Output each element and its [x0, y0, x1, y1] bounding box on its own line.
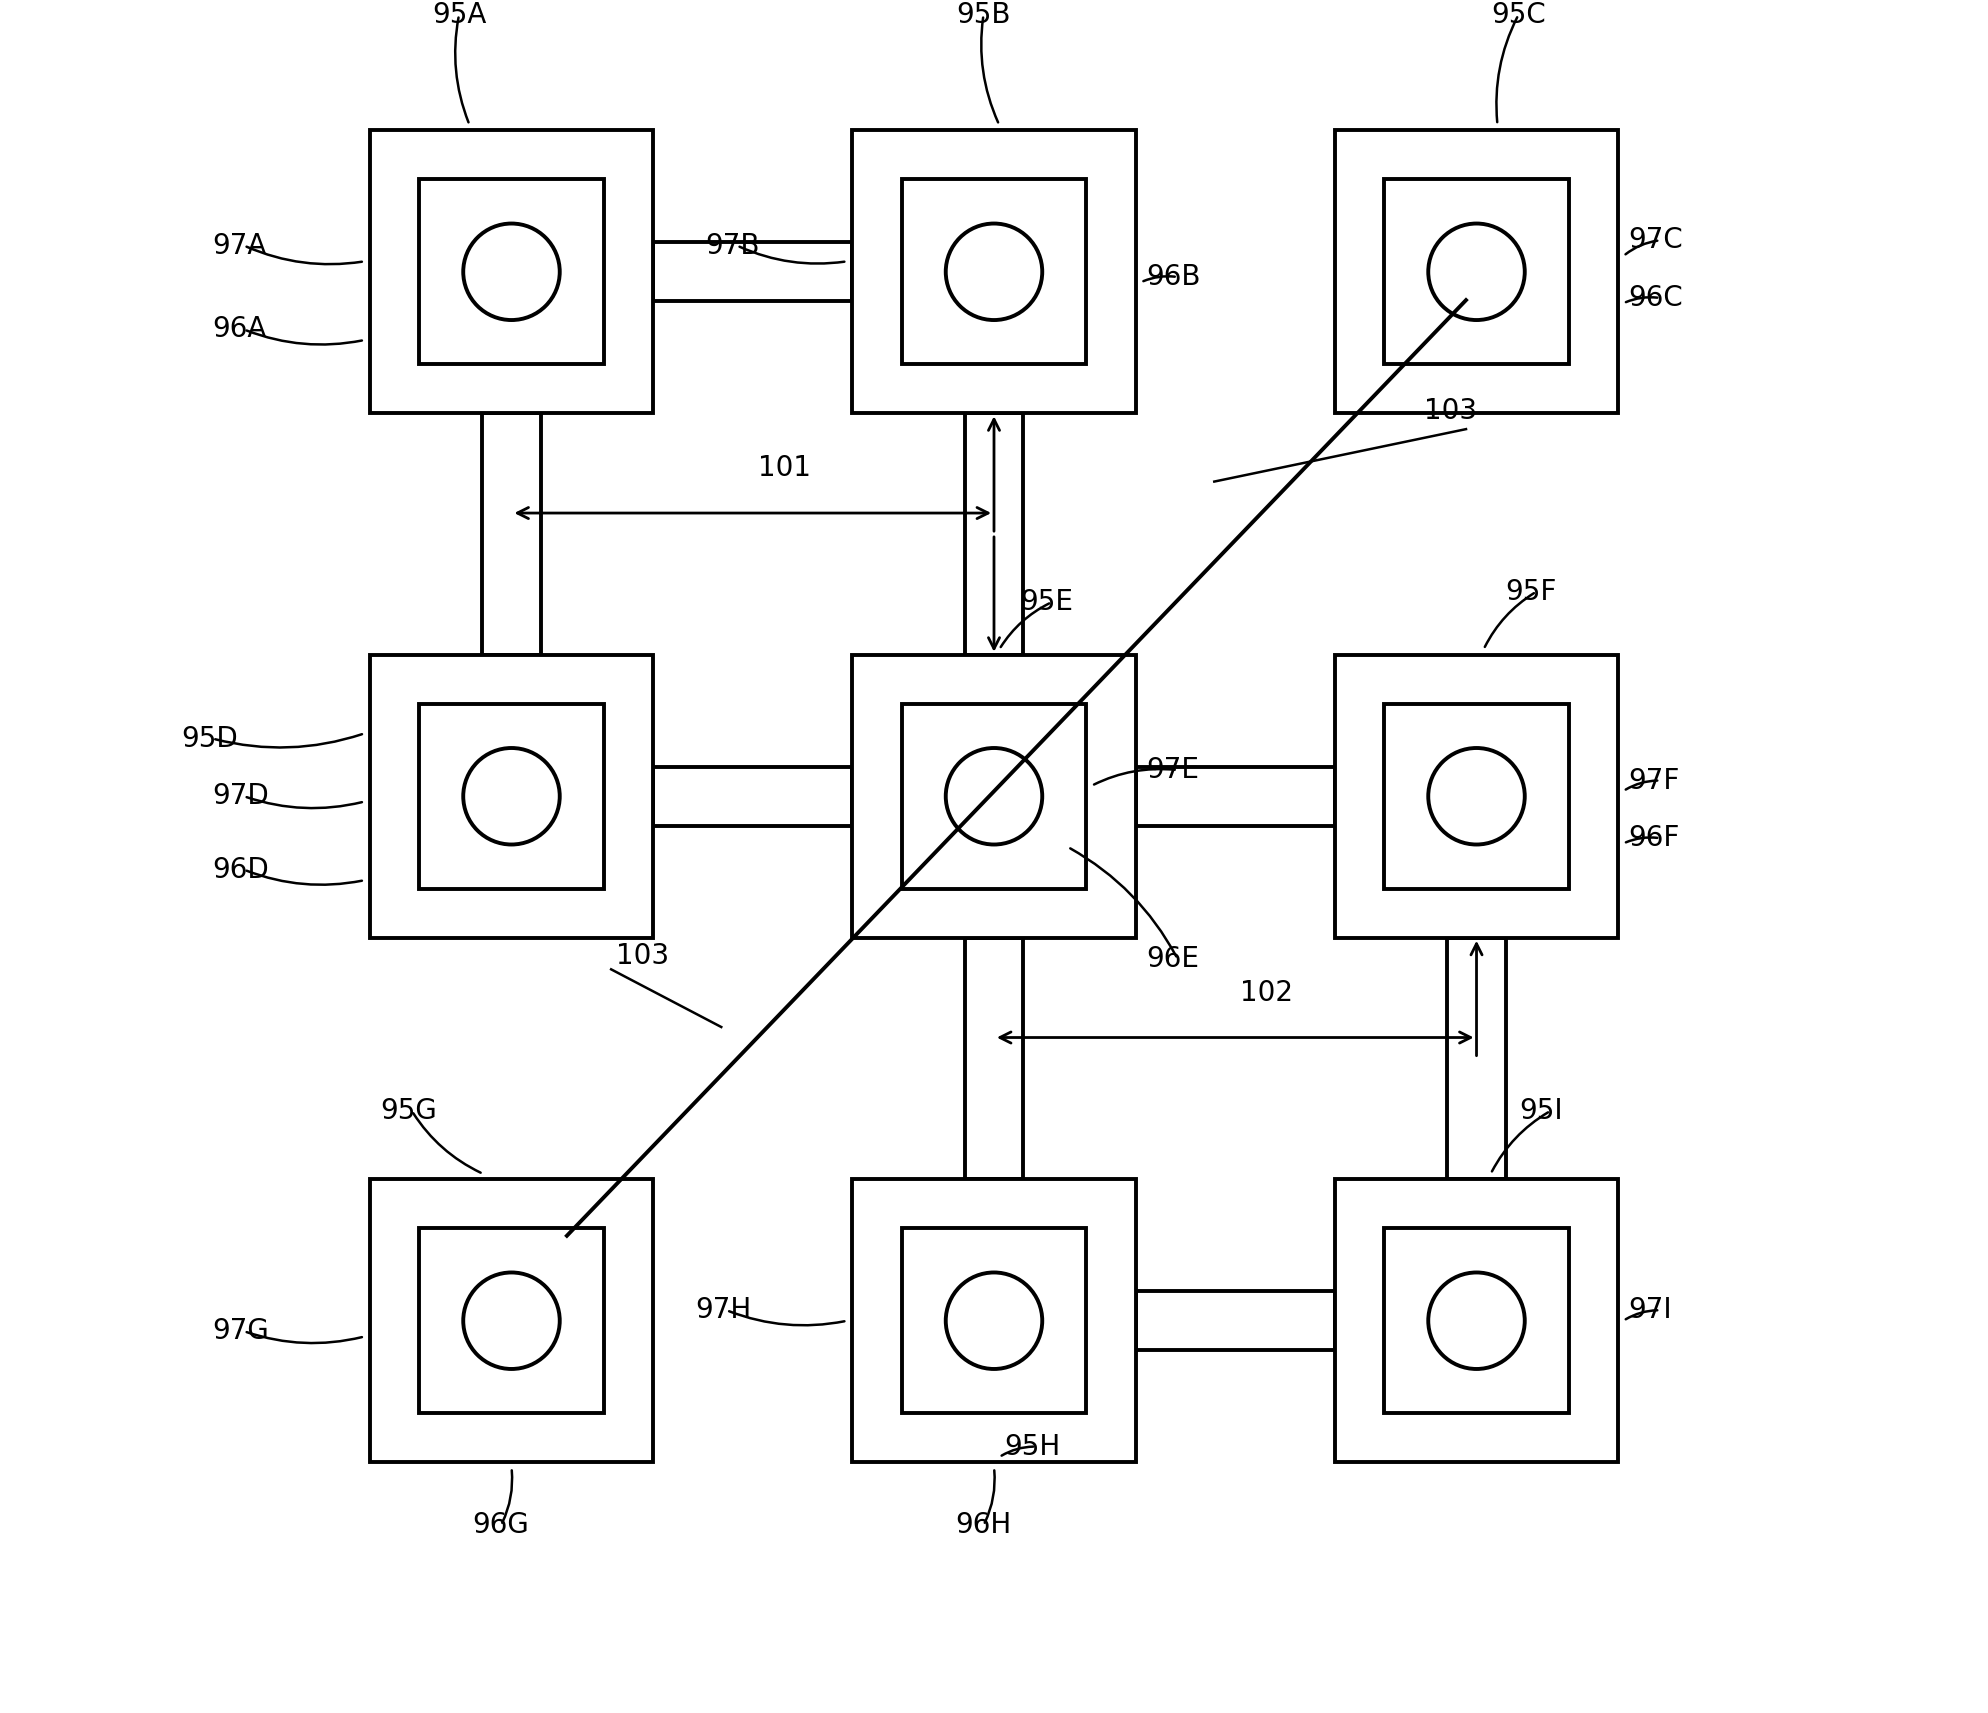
Text: 95D: 95D	[181, 725, 239, 752]
Text: 96F: 96F	[1628, 824, 1680, 851]
Bar	[964, 937, 1024, 1179]
Bar	[654, 767, 853, 826]
Text: 97E: 97E	[1147, 755, 1199, 785]
Bar	[1334, 654, 1618, 937]
Bar	[654, 243, 853, 301]
Circle shape	[463, 223, 561, 320]
Text: 96E: 96E	[1147, 946, 1199, 973]
Circle shape	[463, 1273, 561, 1369]
Circle shape	[463, 749, 561, 845]
Text: 96B: 96B	[1147, 264, 1201, 291]
Text: 95B: 95B	[956, 0, 1010, 29]
Text: 97F: 97F	[1628, 766, 1680, 795]
Bar	[903, 180, 1085, 365]
Text: 95A: 95A	[431, 0, 487, 29]
Text: 97I: 97I	[1628, 1297, 1672, 1324]
Bar	[419, 1228, 604, 1413]
Bar	[853, 130, 1135, 413]
Text: 96A: 96A	[213, 315, 266, 344]
Bar	[370, 654, 654, 937]
Text: 95I: 95I	[1519, 1096, 1563, 1125]
Text: 97A: 97A	[213, 231, 266, 260]
Bar	[1447, 937, 1505, 1179]
Bar	[419, 704, 604, 889]
Text: 97H: 97H	[696, 1297, 751, 1324]
Text: 96D: 96D	[213, 856, 268, 884]
Text: 97D: 97D	[213, 783, 268, 810]
Text: 96C: 96C	[1628, 284, 1684, 312]
Bar	[370, 1179, 654, 1463]
Text: 95E: 95E	[1020, 588, 1074, 617]
Bar	[370, 130, 654, 413]
Text: 97C: 97C	[1628, 226, 1684, 254]
Bar	[903, 704, 1085, 889]
Text: 96H: 96H	[956, 1511, 1012, 1540]
Circle shape	[1427, 223, 1525, 320]
Circle shape	[946, 749, 1042, 845]
Text: 103: 103	[1423, 397, 1477, 425]
Text: 95F: 95F	[1505, 577, 1557, 606]
Text: 101: 101	[757, 454, 811, 483]
Text: 95G: 95G	[380, 1096, 437, 1125]
Circle shape	[946, 223, 1042, 320]
Text: 102: 102	[1241, 978, 1294, 1007]
Bar	[1384, 1228, 1569, 1413]
Bar	[1135, 767, 1334, 826]
Circle shape	[1427, 749, 1525, 845]
Bar	[483, 413, 541, 654]
Text: 96G: 96G	[473, 1511, 529, 1540]
Circle shape	[946, 1273, 1042, 1369]
Bar	[853, 1179, 1135, 1463]
Text: 97B: 97B	[706, 231, 759, 260]
Text: 103: 103	[616, 942, 670, 970]
Bar	[964, 413, 1024, 654]
Bar	[1135, 1292, 1334, 1350]
Text: 97G: 97G	[213, 1317, 268, 1345]
Bar	[419, 180, 604, 365]
Bar	[853, 654, 1135, 937]
Bar	[1334, 130, 1618, 413]
Bar	[1384, 180, 1569, 365]
Bar	[903, 1228, 1085, 1413]
Bar	[1334, 1179, 1618, 1463]
Bar	[1384, 704, 1569, 889]
Text: 95H: 95H	[1004, 1432, 1062, 1461]
Circle shape	[1427, 1273, 1525, 1369]
Text: 95C: 95C	[1491, 0, 1547, 29]
